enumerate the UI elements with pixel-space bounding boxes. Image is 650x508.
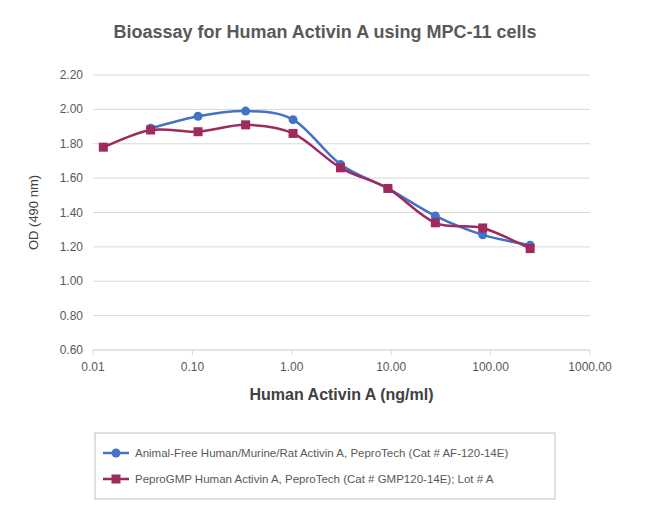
y-tick-label: 1.80 — [60, 137, 84, 151]
title: Bioassay for Human Activin A using MPC-1… — [113, 22, 536, 42]
legend — [95, 433, 555, 499]
grid-line — [93, 281, 590, 282]
data-point — [526, 244, 535, 253]
series-line — [103, 125, 530, 249]
x-tick-label: 1000.00 — [568, 360, 612, 374]
grid-line — [93, 212, 590, 213]
data-point — [241, 120, 250, 129]
x-tick — [590, 350, 591, 355]
y-tick-label: 1.40 — [60, 206, 84, 220]
x-tick — [490, 350, 491, 355]
x-tick-label: 10.00 — [376, 360, 406, 374]
y-tick-label: 0.80 — [60, 309, 84, 323]
plot-area — [99, 107, 535, 254]
legend-label: PeproGMP Human Activin A, PeproTech (Cat… — [135, 473, 494, 485]
data-point — [289, 115, 298, 124]
legend-marker — [112, 475, 121, 484]
background — [0, 0, 650, 508]
y-axis-title: OD (490 nm) — [26, 175, 41, 250]
data-point — [383, 184, 392, 193]
data-point — [194, 127, 203, 136]
y-tick-label: 1.20 — [60, 240, 84, 254]
x-axis-title: Human Activin A (ng/ml) — [250, 386, 434, 403]
y-tick-label: 2.00 — [60, 102, 84, 116]
x-axis-line — [93, 350, 590, 351]
x-tick — [192, 350, 193, 355]
data-point — [289, 129, 298, 138]
data-point — [146, 126, 155, 135]
grid-line — [93, 315, 590, 316]
grid-line — [93, 246, 590, 247]
data-point — [336, 163, 345, 172]
grid-line — [93, 350, 590, 351]
x-tick — [391, 350, 392, 355]
data-point — [478, 223, 487, 232]
legend-marker — [112, 449, 121, 458]
x-tick — [93, 350, 94, 355]
y-tick-label: 0.60 — [60, 343, 84, 357]
grid-line — [93, 75, 590, 76]
x-tick-label: 100.00 — [472, 360, 509, 374]
x-tick-label: 1.00 — [280, 360, 304, 374]
x-tick-label: 0.01 — [81, 360, 105, 374]
legend-label: Animal-Free Human/Murine/Rat Activin A, … — [135, 447, 508, 459]
y-tick-label: 1.00 — [60, 274, 84, 288]
x-tick — [291, 350, 292, 355]
data-point — [383, 184, 392, 193]
chart: Bioassay for Human Activin A using MPC-1… — [0, 0, 650, 508]
data-point — [99, 143, 108, 152]
y-tick-label: 1.60 — [60, 171, 84, 185]
grid-line — [93, 178, 590, 179]
x-tick-label: 0.10 — [181, 360, 205, 374]
data-point — [194, 112, 203, 121]
grid-line — [93, 143, 590, 144]
grid-line — [93, 109, 590, 110]
data-point — [431, 218, 440, 227]
y-tick-label: 2.20 — [60, 68, 84, 82]
data-point — [241, 107, 250, 116]
